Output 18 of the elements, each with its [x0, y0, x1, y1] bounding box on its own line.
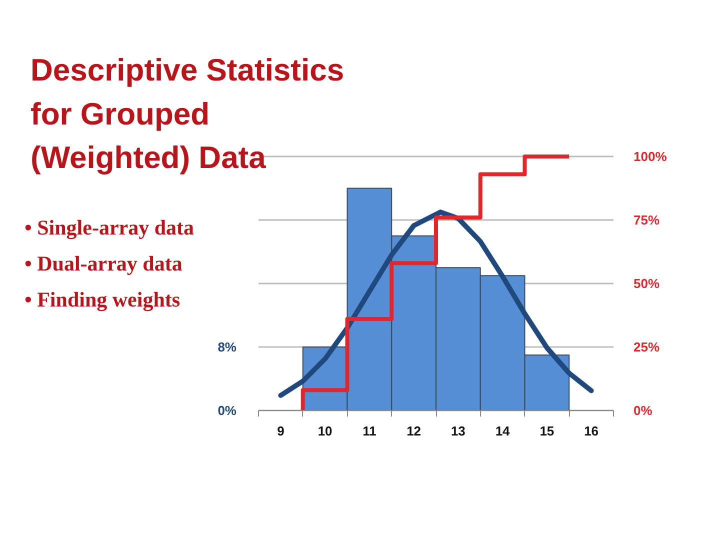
x-tick-label: 14 — [495, 424, 511, 438]
text: • Finding weights — [24, 288, 180, 312]
x-tick-label: 10 — [318, 424, 332, 438]
chart-title: Descriptive Statistics for Grouped (Weighted) Data — [30, 52, 344, 175]
y2-tick-label: 25% — [634, 340, 660, 354]
y2-tick-label: 100% — [634, 149, 668, 164]
text: • Dual-array data — [24, 252, 183, 276]
x-tick-label: 13 — [450, 424, 466, 438]
y2-tick-label: 0% — [634, 403, 653, 418]
x-tick-label: 12 — [406, 424, 422, 438]
x-tick-label: 15 — [540, 424, 554, 438]
text: • Single-array data — [24, 216, 195, 240]
x-tick-label: 9 — [277, 424, 284, 438]
x-tick-label: 11 — [362, 424, 376, 438]
y-tick-label: 8% — [218, 340, 237, 354]
y2-tick-label: 50% — [634, 276, 660, 291]
x-tick-label: 16 — [584, 424, 599, 438]
y2-tick-label: 75% — [634, 212, 660, 228]
